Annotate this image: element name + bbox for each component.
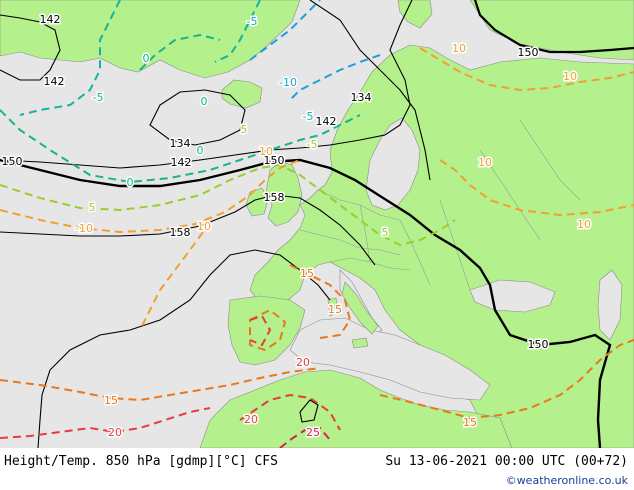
isotherm-5 [0, 163, 456, 247]
temp-label: 10 [478, 156, 492, 169]
temp-label: 20 [108, 426, 122, 439]
temp-labels: -10 -5 -5 -5 0 0 0 0 5 5 5 -5 -10 10 10 … [74, 14, 593, 441]
temp-label: 0 [127, 176, 134, 189]
height-contour-150-north [473, 0, 634, 54]
temp-label: 5 [89, 201, 96, 214]
temp-label: 0 [201, 95, 208, 108]
isotherm-25 [279, 426, 331, 448]
temp-label: 10 [452, 42, 466, 55]
height-label: 150 [264, 154, 285, 167]
land-baltic-sea [365, 117, 421, 211]
isotherm-10-d [439, 159, 634, 217]
height-label: 150 [2, 155, 23, 168]
temp-label: -5 [307, 138, 318, 151]
land-iberia [227, 295, 306, 366]
isotherm-15-d [249, 308, 287, 352]
height-label: 142 [316, 115, 337, 128]
isotherm-20 [0, 407, 211, 439]
isotherm-15 [0, 367, 321, 402]
isotherm-neg10-b [289, 54, 381, 101]
land-svalbard [397, 0, 433, 29]
temp-label: 10 [577, 218, 591, 231]
temp-label: 15 [300, 267, 314, 280]
isotherm-10 [0, 159, 301, 234]
height-contour-150 [0, 158, 612, 448]
isotherm-0-b [139, 33, 221, 71]
height-label: 158 [170, 226, 191, 239]
height-contours [0, 0, 431, 448]
temp-label: 10 [197, 220, 211, 233]
weather-map[interactable]: 142 142 134 142 142 134 150 150 158 158 … [0, 0, 634, 448]
temp-label: 25 [306, 426, 320, 439]
temp-label: 10 [563, 70, 577, 83]
isotherm-10-c [419, 47, 634, 92]
isotherm-neg5 [19, 0, 121, 116]
credit-link[interactable]: ©weatheronline.co.uk [505, 474, 628, 487]
height-label: 134 [170, 137, 191, 150]
height-label: 142 [171, 156, 192, 169]
land-greenland [0, 0, 301, 79]
height-label: 150 [528, 338, 549, 351]
valid-time: Su 13-06-2021 00:00 UTC (00+72) [385, 454, 628, 469]
temp-label: 20 [244, 413, 258, 426]
land-caspian-sea [597, 269, 623, 341]
temp-label: -5 [93, 91, 104, 104]
land-sardinia [327, 297, 339, 317]
land-masses [0, 0, 634, 448]
height-label: 134 [351, 91, 372, 104]
isotherm-15-c [379, 339, 634, 420]
temp-label: 5 [241, 123, 248, 136]
land-britain [265, 161, 303, 227]
footer-bar: Height/Temp. 850 hPa [gdmp][°C] CFS Su 1… [0, 448, 634, 490]
temp-label: -10 [279, 76, 297, 89]
land-iceland [221, 79, 263, 109]
land-sicily [351, 337, 369, 349]
temp-label: 15 [463, 416, 477, 429]
height-label: 158 [264, 191, 285, 204]
temp-label: 15 [328, 303, 342, 316]
land-scandinavia-russia [249, 44, 634, 448]
isotherm-20-b [239, 393, 341, 431]
product-title: Height/Temp. 850 hPa [gdmp][°C] CFS [4, 454, 278, 469]
isotherm-15-b [289, 264, 352, 339]
isotherm-neg5-b [214, 0, 261, 63]
height-label: 142 [44, 75, 65, 88]
temp-contours [0, 0, 634, 448]
isotherm-10-b [139, 231, 204, 331]
height-labels: 142 142 134 142 142 134 150 150 158 158 … [0, 12, 550, 353]
temp-label: 5 [382, 226, 389, 239]
height-label: 150 [518, 46, 539, 59]
temp-label: -5 [303, 110, 314, 123]
land-italy-peninsula [341, 281, 379, 335]
isotherm-neg10 [249, 0, 321, 61]
height-label: 142 [40, 13, 61, 26]
temp-label: 0 [143, 52, 150, 65]
isotherm-20-c [249, 314, 272, 347]
temp-label: -10 [75, 222, 93, 235]
temp-label: 0 [197, 144, 204, 157]
temp-label: 10 [259, 145, 273, 158]
land-north-africa [199, 369, 513, 448]
country-borders [299, 119, 581, 291]
temp-label: 20 [296, 356, 310, 369]
temp-label: -5 [247, 15, 258, 28]
land-novaya-zemlya [469, 0, 634, 61]
temp-label: 15 [104, 394, 118, 407]
